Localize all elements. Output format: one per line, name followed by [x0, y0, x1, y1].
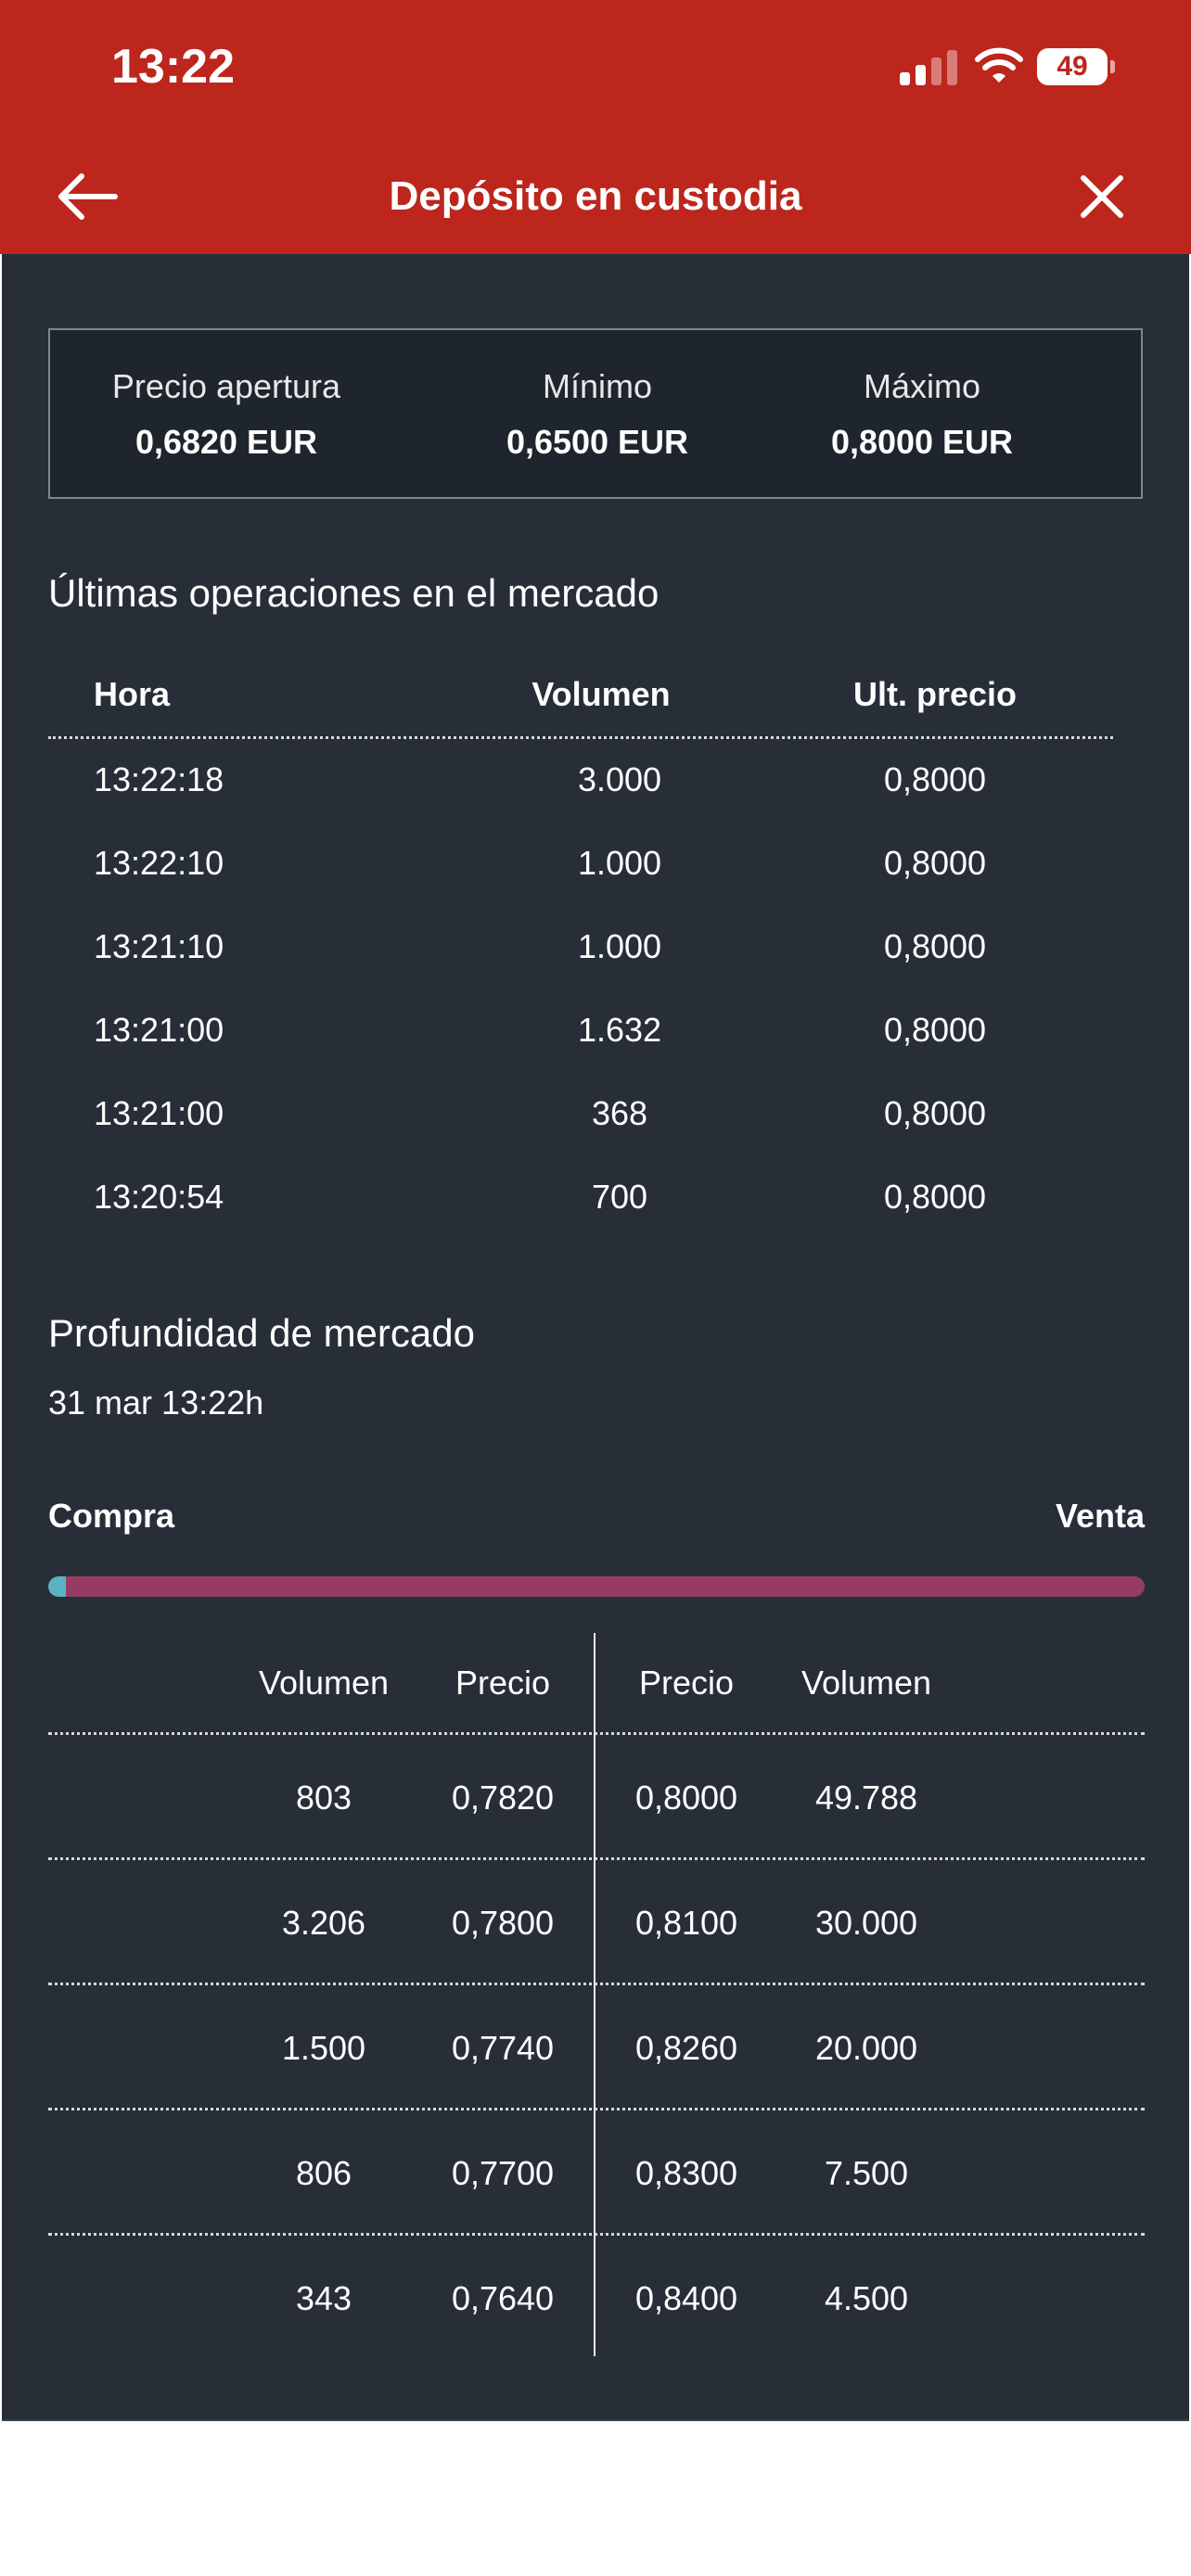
- trades-title: Últimas operaciones en el mercado: [48, 571, 660, 615]
- trade-volume: 700: [591, 1178, 648, 1216]
- summary-minimum: Mínimo 0,6500 EUR: [458, 330, 736, 497]
- depth-divider: [48, 2233, 1145, 2236]
- ask-price-header: Precio: [638, 1664, 735, 1702]
- close-icon: [1081, 175, 1123, 218]
- depth-ratio-bar: [48, 1576, 1145, 1597]
- ask-volume: 30.000: [814, 1904, 918, 1942]
- depth-title: Profundidad de mercado: [48, 1311, 475, 1355]
- trade-volume: 368: [591, 1094, 648, 1132]
- cellular-signal-icon: [900, 48, 959, 85]
- trade-price: 0,8000: [883, 844, 987, 882]
- trade-price: 0,8000: [883, 760, 987, 798]
- summary-opening: Precio apertura 0,6820 EUR: [78, 330, 375, 497]
- page-title: Depósito en custodia: [389, 173, 802, 219]
- ask-volume: 4.500: [824, 2279, 909, 2317]
- summary-value: 0,6820 EUR: [134, 423, 318, 461]
- summary-value: 0,6500 EUR: [506, 423, 689, 461]
- trades-header-volume: Volumen: [531, 675, 671, 713]
- bid-volume: 806: [295, 2154, 352, 2192]
- bid-volume: 803: [295, 1779, 352, 1817]
- back-button[interactable]: [52, 159, 126, 234]
- bid-price: 0,7800: [451, 1904, 555, 1942]
- status-time: 13:22: [111, 40, 235, 94]
- depth-buy-segment: [48, 1576, 66, 1597]
- depth-divider: [48, 1857, 1145, 1860]
- bid-price: 0,7640: [451, 2279, 555, 2317]
- summary-label: Máximo: [863, 367, 981, 405]
- ask-price: 0,8100: [634, 1904, 738, 1942]
- arrow-left-icon: [58, 173, 118, 220]
- trade-time: 13:22:10: [94, 844, 224, 882]
- trade-time: 13:20:54: [94, 1178, 224, 1216]
- trade-time: 13:21:10: [94, 927, 224, 965]
- trades-header-price: Ult. precio: [852, 675, 1018, 713]
- summary-maximum: Máximo 0,8000 EUR: [783, 330, 1061, 497]
- trade-price: 0,8000: [883, 1094, 987, 1132]
- sell-label: Venta: [1055, 1497, 1145, 1535]
- wifi-icon: [974, 45, 1024, 85]
- depth-divider: [48, 1732, 1145, 1735]
- ask-price: 0,8400: [634, 2279, 738, 2317]
- trade-time: 13:21:00: [94, 1094, 224, 1132]
- trades-header-time: Hora: [94, 675, 171, 713]
- trade-volume: 1.632: [577, 1011, 662, 1049]
- bid-volume: 1.500: [281, 2029, 366, 2067]
- status-bar: 13:22 49: [0, 0, 1191, 139]
- ask-price: 0,8300: [634, 2154, 738, 2192]
- price-summary: Precio apertura 0,6820 EUR Mínimo 0,6500…: [48, 328, 1143, 499]
- bid-price-header: Precio: [455, 1664, 551, 1702]
- trade-price: 0,8000: [883, 1011, 987, 1049]
- bid-price: 0,7740: [451, 2029, 555, 2067]
- trade-volume: 1.000: [577, 844, 662, 882]
- ask-price: 0,8000: [634, 1779, 738, 1817]
- nav-bar: Depósito en custodia: [0, 139, 1191, 254]
- trade-volume: 3.000: [577, 760, 662, 798]
- depth-divider: [48, 1983, 1145, 1985]
- trade-price: 0,8000: [883, 1178, 987, 1216]
- bid-ask-divider: [594, 1633, 596, 2356]
- trade-time: 13:22:18: [94, 760, 224, 798]
- bid-volume-header: Volumen: [258, 1664, 390, 1702]
- bid-price: 0,7820: [451, 1779, 555, 1817]
- trade-time: 13:21:00: [94, 1011, 224, 1049]
- summary-label: Precio apertura: [111, 367, 341, 405]
- trades-header-divider: [48, 736, 1113, 739]
- bid-volume: 343: [295, 2279, 352, 2317]
- content-panel: Precio apertura 0,6820 EUR Mínimo 0,6500…: [2, 254, 1189, 2421]
- summary-value: 0,8000 EUR: [830, 423, 1014, 461]
- ask-volume: 20.000: [814, 2029, 918, 2067]
- bid-price: 0,7700: [451, 2154, 555, 2192]
- ask-price: 0,8260: [634, 2029, 738, 2067]
- summary-label: Mínimo: [542, 367, 653, 405]
- buy-label: Compra: [48, 1497, 175, 1535]
- ask-volume: 49.788: [814, 1779, 918, 1817]
- trade-volume: 1.000: [577, 927, 662, 965]
- depth-divider: [48, 2108, 1145, 2111]
- close-button[interactable]: [1065, 159, 1139, 234]
- battery-icon: 49: [1037, 48, 1115, 85]
- ask-volume-header: Volumen: [800, 1664, 932, 1702]
- bid-volume: 3.206: [281, 1904, 366, 1942]
- trade-price: 0,8000: [883, 927, 987, 965]
- depth-timestamp: 31 mar 13:22h: [48, 1384, 264, 1422]
- ask-volume: 7.500: [824, 2154, 909, 2192]
